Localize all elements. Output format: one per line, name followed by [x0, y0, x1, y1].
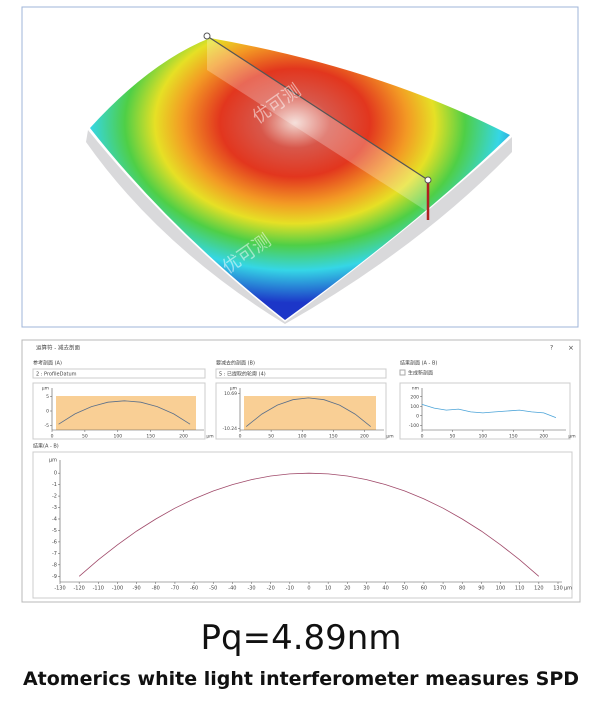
x-tick-label: 50 — [402, 586, 408, 592]
label: 结果剖面 (A - B) — [400, 360, 437, 367]
x-tick-label: 200 — [360, 434, 369, 440]
x-unit: µm — [386, 435, 393, 440]
y-tick-label: 0 — [54, 471, 57, 477]
y-tick-label: -4 — [52, 516, 57, 522]
x-tick-label: -50 — [209, 586, 217, 592]
x-tick-label: 200 — [179, 434, 188, 440]
y-tick-label: -1 — [52, 482, 57, 488]
y-tick-label: -6 — [52, 539, 57, 545]
x-tick-label: 90 — [478, 586, 484, 592]
data-line — [245, 397, 371, 427]
figure: 优可测 优可测 优可测 运算符 - 减去剖面 ? × 参考剖面 (A) 2 : … — [21, 6, 581, 603]
y-tick-label: 100 — [410, 404, 419, 410]
data-line — [421, 404, 557, 418]
x-tick-label: 130 — [553, 586, 563, 592]
y-tick-label: -3 — [52, 505, 57, 511]
data-line — [78, 472, 540, 577]
x-tick-label: 120 — [534, 586, 544, 592]
x-tick-label: 50 — [268, 434, 274, 440]
select[interactable] — [215, 368, 387, 379]
y-tick-label: 10.69 — [224, 391, 237, 397]
x-tick-label: -30 — [247, 586, 255, 592]
label: 结果(A - B) — [33, 443, 59, 450]
handle — [203, 32, 211, 40]
select[interactable] — [32, 368, 206, 379]
y-tick-label: -5 — [52, 528, 57, 534]
plot-fill — [56, 396, 196, 430]
y-unit: µm — [230, 387, 237, 392]
x-unit: µm — [568, 435, 575, 440]
panel — [32, 451, 573, 599]
x-tick-label: 70 — [440, 586, 446, 592]
x-tick-label: -80 — [152, 586, 160, 592]
x-tick-label: 100 — [496, 586, 506, 592]
x-tick-label: 150 — [509, 434, 518, 440]
checkbox-label: 生成新剖面 — [408, 370, 433, 377]
x-tick-label: -40 — [228, 586, 236, 592]
x-tick-label: 100 — [113, 434, 122, 440]
close-button[interactable]: × — [568, 344, 574, 352]
x-tick-label: 110 — [515, 586, 525, 592]
x-tick-label: -110 — [93, 586, 104, 592]
x-tick-label: -20 — [267, 586, 275, 592]
x-tick-label: -70 — [171, 586, 179, 592]
x-unit: µm — [564, 586, 572, 592]
x-tick-label: 0 — [421, 434, 424, 440]
y-tick-label: 0 — [416, 413, 419, 419]
label: 要减去的剖面 (B) — [216, 360, 255, 367]
section-line — [206, 35, 429, 181]
x-tick-label: -120 — [73, 586, 84, 592]
x-tick-label: -10 — [286, 586, 294, 592]
help-button[interactable]: ? — [550, 345, 553, 352]
x-tick-label: 60 — [421, 586, 427, 592]
x-tick-label: 200 — [539, 434, 548, 440]
x-tick-label: -60 — [190, 586, 198, 592]
x-tick-label: 40 — [382, 586, 388, 592]
x-tick-label: -90 — [133, 586, 141, 592]
surface-side — [86, 130, 512, 324]
checkbox[interactable] — [399, 369, 406, 376]
section-plane — [207, 36, 428, 212]
description: Atomerics white light interferometer mea… — [22, 668, 580, 690]
y-tick-label: -10.24 — [222, 426, 237, 432]
x-tick-label: 100 — [479, 434, 488, 440]
y-unit: µm — [42, 387, 49, 392]
x-tick-label: 50 — [82, 434, 88, 440]
x-tick-label: 80 — [459, 586, 465, 592]
window-title: 运算符 - 减去剖面 — [36, 344, 80, 352]
y-tick-label: -5 — [45, 423, 50, 429]
y-tick-label: -8 — [52, 562, 57, 568]
x-tick-label: -130 — [54, 586, 65, 592]
y-tick-label: -100 — [409, 423, 419, 429]
x-tick-label: 50 — [450, 434, 456, 440]
label: 参考剖面 (A) — [33, 360, 62, 367]
data-line — [58, 400, 191, 425]
x-tick-label: -100 — [112, 586, 123, 592]
x-tick-label: 30 — [363, 586, 369, 592]
x-tick-label: 0 — [51, 434, 54, 440]
x-unit: µm — [206, 435, 213, 440]
x-tick-label: 150 — [146, 434, 155, 440]
y-unit: µm — [49, 458, 57, 464]
metric: Pq=4.89nm — [200, 618, 402, 658]
select-text: 5 : 已提取的轮廓 (4) — [219, 371, 266, 378]
handle — [424, 176, 432, 184]
x-tick-label: 10 — [325, 586, 331, 592]
surface — [90, 38, 510, 320]
x-tick-label: 150 — [329, 434, 338, 440]
y-tick-label: 200 — [410, 394, 419, 400]
x-tick-label: 0 — [307, 586, 310, 592]
y-tick-label: 0 — [46, 409, 49, 415]
y-tick-label: -9 — [52, 574, 57, 580]
x-tick-label: 100 — [298, 434, 307, 440]
panel — [399, 382, 571, 440]
y-tick-label: 5 — [46, 394, 49, 400]
y-tick-label: -2 — [52, 494, 57, 500]
y-tick-label: -7 — [52, 551, 57, 557]
x-tick-label: 0 — [239, 434, 242, 440]
x-tick-label: 20 — [344, 586, 350, 592]
y-unit: nm — [412, 387, 419, 392]
select-text: 2 : ProfileDatum — [36, 372, 77, 378]
